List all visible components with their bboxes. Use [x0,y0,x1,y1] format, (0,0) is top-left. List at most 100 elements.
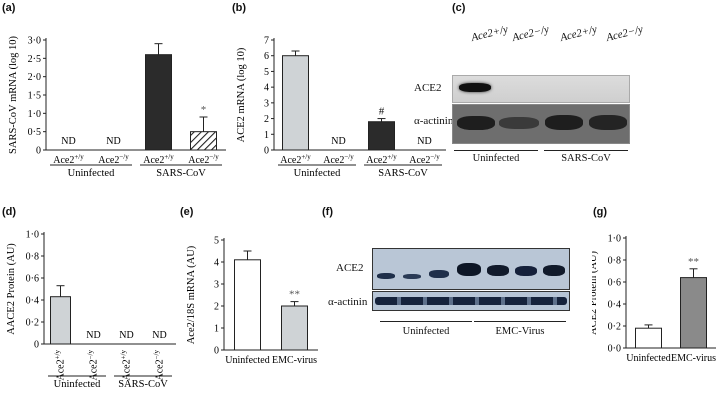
y-tick-label-e: 4 [214,258,219,269]
x-tick-label-a-3: Ace2−/y [188,153,219,166]
blot-f-ace2-band-7 [543,265,565,276]
blot-c-actinin-membrane [452,104,630,144]
bar-g-0 [635,327,662,349]
y-tick-label-g: 0·8 [608,256,621,267]
panel-b-label: (b) [232,2,247,14]
blot-f-ace2-band-6 [515,266,537,276]
y-tick-label-e: 3 [214,280,219,291]
blot-c-ace2-membrane [452,75,630,103]
blot-f-group-uninfected: Uninfected [402,326,450,337]
y-tick-label-g: 0·6 [608,278,621,289]
bar-b-2 [368,121,395,151]
blot-c-group-line-1 [454,150,538,151]
blot-c-lane-3: Ace2+/y [559,23,599,44]
bar-e-0 [234,259,261,351]
panel-e-label: (e) [180,206,194,218]
y-tick-label-a: 3·0 [28,36,41,47]
blot-c-actinin-band-1 [457,116,495,130]
panel-f-label: (f) [322,206,333,218]
x-tick-label-d-0: Ace2+/y [54,350,67,381]
nd-label-b-3: ND [417,136,431,147]
y-tick-label-b: 0 [264,146,269,157]
group-label-b-0: Uninfected [294,168,341,179]
bar-e-1 [281,305,308,351]
group-label-d-1: SARS-CoV [118,379,168,390]
x-tick-label-b-2: Ace2+/y [366,153,397,166]
y-tick-label-b: 3 [264,98,269,109]
panel-c-label: (c) [452,2,466,14]
significance-label-g-1: ** [688,256,699,268]
group-label-a-1: SARS-CoV [156,168,206,179]
x-tick-label-b-3: Ace2−/y [409,153,440,166]
blot-c-lane-2: Ace2−/y [511,23,551,44]
group-label-b-1: SARS-CoV [378,168,428,179]
chart-e: 0 1 2 3 4 5 Ace2/18S mRNA (AU) Uninfected ** EMC-… [186,236,318,366]
blot-f-ace2-band-3 [429,270,449,278]
blot-f-actinin-membrane [372,291,570,311]
y-tick-label-d: 0·8 [26,252,39,263]
blot-c-actinin-band-3 [545,115,583,130]
chart-b: 0 1 2 3 4 5 6 7 ACE2 mRNA (log 10) Ace2+/y ND Ace2−… [236,36,446,179]
bar-a-3 [190,131,217,151]
y-tick-label-g: 0·0 [608,344,621,355]
western-blot-c: Ace2+/y Ace2−/y Ace2+/y Ace2−/y ACE2 α-a… [414,0,720,200]
bar-b-0 [282,55,309,151]
bar-d-0 [50,296,71,345]
y-axis-label-g: ACE2 Protein (AU) [592,251,599,335]
western-blot-f: ACE2 α-actinin Uninfected EMC-Virus [322,204,592,401]
nd-label-d-2: ND [119,330,133,341]
blot-f-group-line-1 [380,321,472,322]
x-tick-label-d-1: Ace2−/y [87,350,100,381]
chart-d: 0 0·2 0·4 0·6 0·8 1·0 AACE2 Protein (AU) Ace2+/… [6,230,176,390]
nd-label-a-1: ND [106,136,120,147]
y-tick-label-b: 6 [264,51,269,62]
y-tick-label-e: 0 [214,346,219,357]
x-tick-label-a-2: Ace2+/y [143,153,174,166]
x-tick-label-d-2: Ace2+/y [120,350,133,381]
y-axis-label-b: ACE2 mRNA (log 10) [236,47,247,142]
blot-f-group-emc: EMC-Virus [495,326,545,337]
blot-f-row-actinin: α-actinin [328,296,368,308]
blot-f-ace2-band-5 [487,265,509,276]
y-tick-label-a: 1·0 [28,109,41,120]
blot-f-ace2-membrane [372,248,570,290]
x-tick-label-e-1: EMC-virus [272,355,317,366]
y-tick-label-d: 1·0 [26,230,39,241]
chart-a: 0 0·5 1·0 1·5 2·0 2·5 3·0 SARS-CoV mRNA (log 10… [8,36,226,179]
group-label-a-0: Uninfected [68,168,115,179]
significance-label-e-1: ** [289,289,300,301]
x-tick-label-b-0: Ace2+/y [280,153,311,166]
nd-label-a-0: ND [61,136,75,147]
nd-label-b-1: ND [331,136,345,147]
y-tick-label-a: 2·0 [28,72,41,83]
blot-f-ace2-band-1 [377,273,395,279]
y-tick-label-a: 0·5 [28,127,41,138]
blot-f-group-line-2 [474,321,566,322]
significance-label-b-2: # [379,106,385,118]
chart-g: 0·0 0·2 0·4 0·6 0·8 1·0 ACE2 Protein (AU) Uninf… [592,234,716,365]
x-tick-label-g-1: EMC-virus [671,353,716,364]
y-tick-label-b: 2 [264,114,269,125]
nd-label-d-1: ND [86,330,100,341]
y-axis-label-d: AACE2 Protein (AU) [6,243,17,335]
y-tick-label-a: 0 [36,146,41,157]
bar-a-2 [145,54,172,151]
blot-c-group-sars: SARS-CoV [561,153,611,164]
x-tick-label-b-1: Ace2−/y [323,153,354,166]
y-tick-label-e: 5 [214,236,219,247]
y-tick-label-e: 1 [214,324,219,335]
blot-c-ace2-band [459,83,491,92]
blot-c-row-ace2: ACE2 [414,82,442,94]
y-tick-label-g: 0·4 [608,300,621,311]
y-tick-label-a: 1·5 [28,91,41,102]
blot-f-ace2-band-2 [403,274,421,279]
blot-f-row-ace2: ACE2 [336,262,364,274]
blot-f-ace2-band-4 [457,263,481,276]
blot-f-actinin-bands [375,297,567,305]
y-tick-label-b: 1 [264,130,269,141]
panel-d-label: (d) [2,206,17,218]
y-tick-label-d: 0 [34,340,39,351]
y-tick-label-b: 5 [264,67,269,78]
group-label-d-0: Uninfected [54,379,101,390]
y-axis-label-e: Ace2/18S mRNA (AU) [186,245,197,344]
